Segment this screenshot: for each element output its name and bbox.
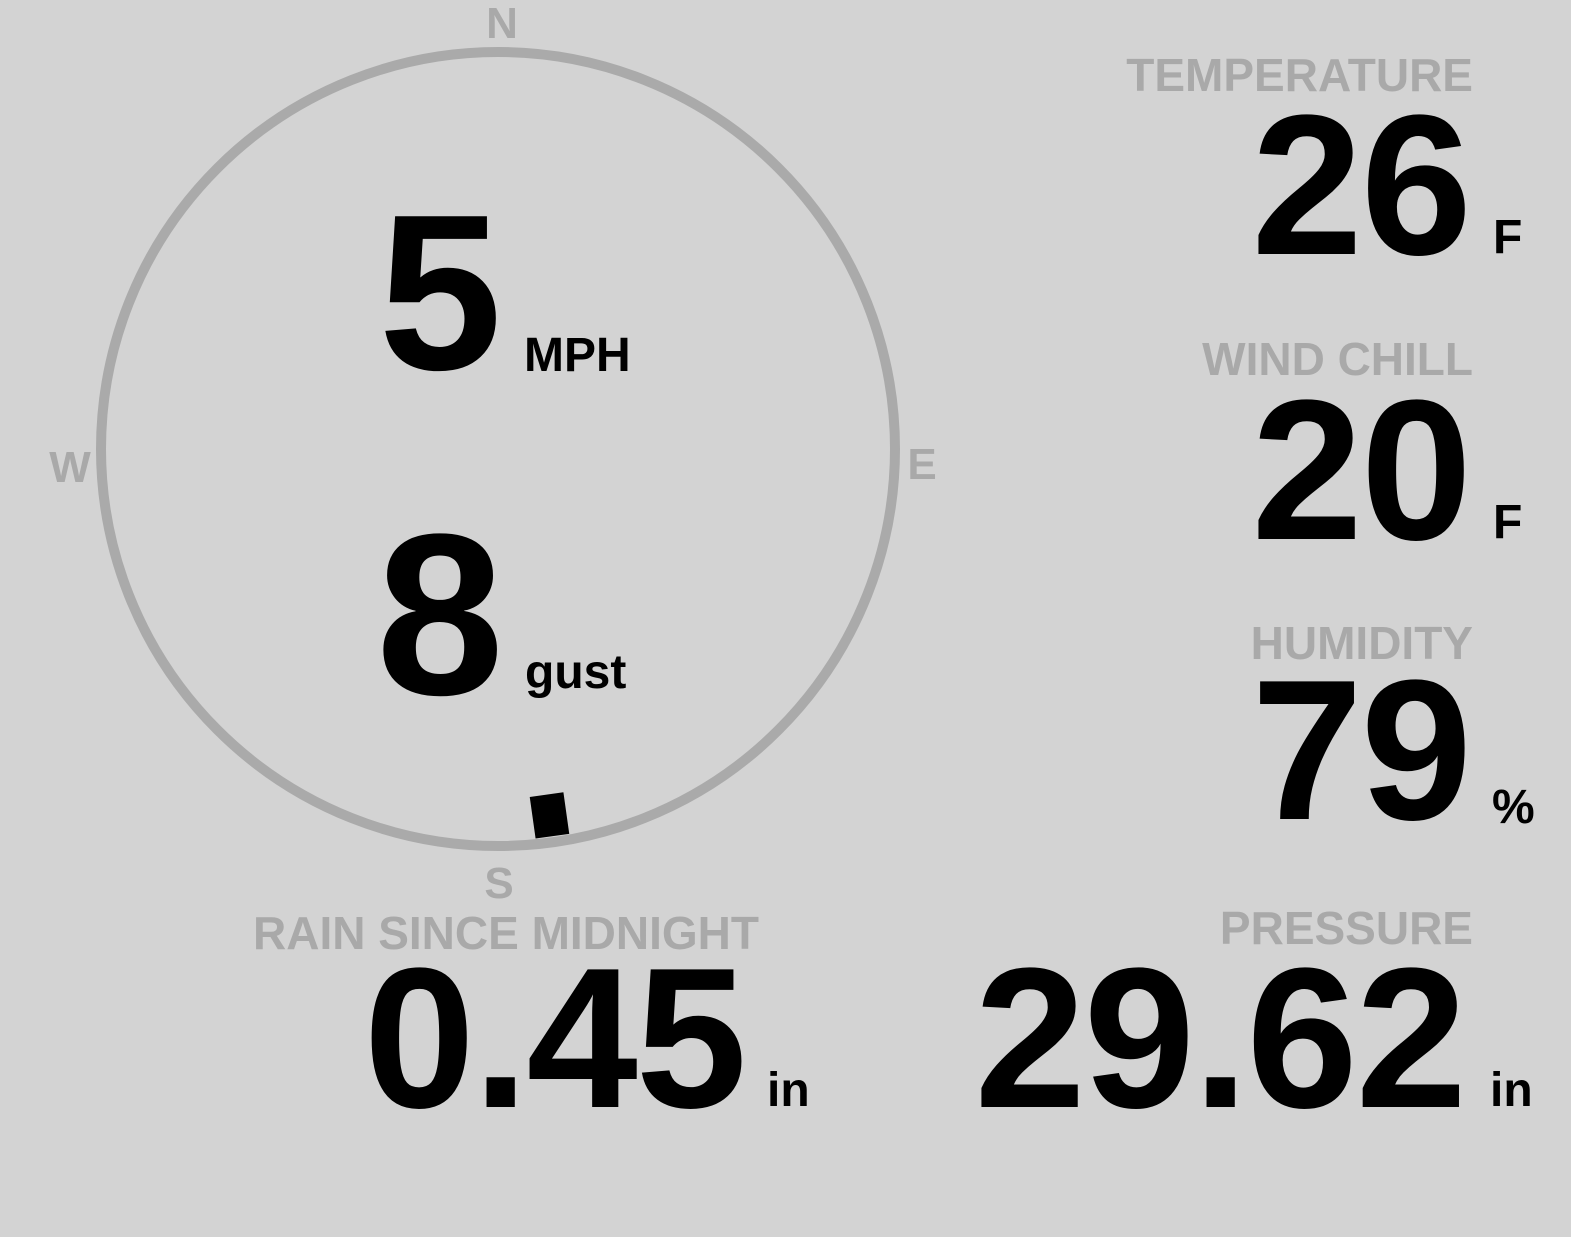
temperature-value: 26	[1251, 74, 1472, 297]
wind-chill-label: WIND CHILL	[1202, 333, 1473, 385]
humidity-label: HUMIDITY	[1250, 617, 1473, 669]
temperature-label: TEMPERATURE	[1126, 49, 1473, 101]
compass-north: N	[486, 0, 518, 48]
compass-east: E	[907, 440, 937, 489]
wind-speed-unit: MPH	[524, 329, 631, 382]
compass-ring	[96, 47, 900, 851]
wind-speed-value: 5	[378, 169, 502, 417]
humidity-unit: %	[1492, 781, 1535, 834]
wind-direction-indicator	[529, 792, 570, 839]
wind-chill-unit: F	[1493, 496, 1523, 549]
temperature-unit: F	[1493, 211, 1523, 264]
wind-gust-value: 8	[376, 486, 504, 743]
rain-value: 0.45	[363, 927, 747, 1150]
wind-chill-value: 20	[1251, 359, 1472, 582]
compass-south: S	[484, 859, 514, 908]
rain-label: RAIN SINCE MIDNIGHT	[253, 907, 759, 959]
humidity-value: 79	[1251, 639, 1472, 862]
compass-west: W	[49, 443, 91, 492]
pressure-label: PRESSURE	[1219, 902, 1473, 954]
pressure-value: 29.62	[974, 927, 1467, 1150]
pressure-unit: in	[1490, 1064, 1533, 1117]
rain-unit: in	[767, 1064, 810, 1117]
wind-gust-unit: gust	[525, 646, 627, 699]
